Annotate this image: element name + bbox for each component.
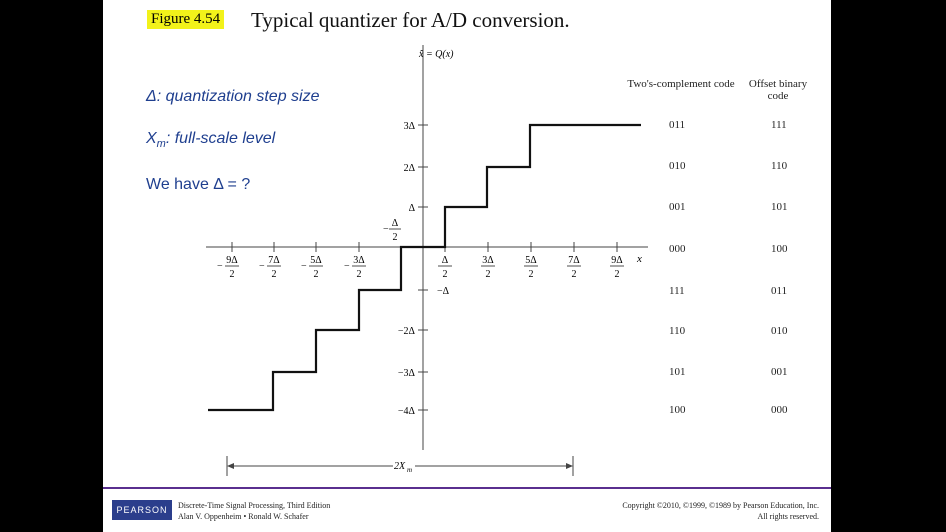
x-tick: −3Δ 2 xyxy=(344,242,366,280)
x-tick-den: 2 xyxy=(443,269,448,280)
y-tick-label: −4Δ xyxy=(398,406,416,417)
rights-line: All rights reserved. xyxy=(757,512,819,521)
offset-binary-code: 011 xyxy=(771,285,788,297)
x-tick: −5Δ 2 xyxy=(301,242,323,280)
x-tick-num: 5Δ xyxy=(310,255,322,266)
quantizer-staircase xyxy=(208,123,641,412)
book-title: Discrete-Time Signal Processing, Third E… xyxy=(178,501,331,510)
x-tick: −9Δ 2 xyxy=(217,242,239,280)
y-tick-label: Δ xyxy=(409,203,416,214)
x-tick-den: 2 xyxy=(486,269,491,280)
x-tick-num: 7Δ xyxy=(268,255,280,266)
svg-text:−: − xyxy=(259,261,265,272)
x-tick-num: Δ xyxy=(442,255,449,266)
y-tick-label: −Δ xyxy=(437,286,450,297)
note-full-scale: Xm: full-scale level xyxy=(146,130,275,150)
svg-text:−: − xyxy=(301,261,307,272)
header-twos-complement: Two's-complement code xyxy=(627,78,735,90)
y-axis-label: x̂ = Q(x) xyxy=(418,49,454,60)
book-authors: Alan V. Oppenheim • Ronald W. Schafer xyxy=(178,512,309,521)
svg-text:−: − xyxy=(344,261,350,272)
copyright-line: Copyright ©2010, ©1999, ©1989 by Pearson… xyxy=(622,501,819,510)
quantizer-diagram: x̂ = Q(x) x −9Δ2−7Δ2−5Δ2−3Δ2Δ23Δ25Δ27Δ29… xyxy=(206,45,648,476)
x-tick-num: 5Δ xyxy=(525,255,537,266)
figure-label: Figure 4.54 xyxy=(147,10,225,29)
full-scale-symbol: X xyxy=(146,130,157,147)
offset-binary-code: 101 xyxy=(771,201,788,213)
x-tick-num: 3Δ xyxy=(482,255,494,266)
y-tick-label: −3Δ xyxy=(398,368,416,379)
offset-binary-code: 111 xyxy=(771,119,787,131)
note-step-size: Δ: quantization step size xyxy=(146,88,320,105)
twos-complement-code: 100 xyxy=(669,404,686,416)
span-label: 2X xyxy=(394,461,406,472)
twos-complement-code: 000 xyxy=(669,243,686,255)
y-tick-label: 3Δ xyxy=(404,121,416,132)
x-tick-den: 2 xyxy=(272,269,277,280)
twos-complement-code: 110 xyxy=(669,325,686,337)
full-scale-subscript: m xyxy=(156,138,166,151)
offset-binary-code: 010 xyxy=(771,325,788,337)
twos-complement-code: 001 xyxy=(669,201,686,213)
x-tick-num: 9Δ xyxy=(611,255,623,266)
x-tick-num: 7Δ xyxy=(568,255,580,266)
x-tick: 3Δ2 xyxy=(481,242,495,280)
offset-binary-code: 110 xyxy=(771,160,788,172)
note-question: We have Δ = ? xyxy=(146,176,251,193)
offset-binary-code: 001 xyxy=(771,366,788,378)
neg-half-step-label: − Δ 2 xyxy=(383,218,401,243)
x-tick-num: 3Δ xyxy=(353,255,365,266)
y-tick-label: 2Δ xyxy=(404,163,416,174)
x-axis-label: x xyxy=(636,253,642,265)
twos-complement-code: 101 xyxy=(669,366,686,378)
span-sub: m xyxy=(407,466,412,474)
full-scale-text: : full-scale level xyxy=(165,130,276,147)
full-scale-span: 2X m xyxy=(226,456,574,476)
twos-complement-code: 010 xyxy=(669,160,686,172)
slide: Figure 4.54 Typical quantizer for A/D co… xyxy=(103,0,831,532)
figure-title: Typical quantizer for A/D conversion. xyxy=(251,8,570,32)
y-tick-label: −2Δ xyxy=(398,326,416,337)
x-tick-den: 2 xyxy=(314,269,319,280)
x-tick-den: 2 xyxy=(230,269,235,280)
x-tick-den: 2 xyxy=(357,269,362,280)
twos-complement-code: 011 xyxy=(669,119,686,131)
neg-half-den: 2 xyxy=(393,232,398,243)
x-tick: 9Δ2 xyxy=(610,242,624,280)
copyright: Copyright ©2010, ©1999, ©1989 by Pearson… xyxy=(622,500,819,522)
x-tick: 5Δ2 xyxy=(524,242,538,280)
pearson-logo: PEARSON xyxy=(112,500,172,520)
x-tick-num: 9Δ xyxy=(226,255,238,266)
book-credit: Discrete-Time Signal Processing, Third E… xyxy=(178,500,330,522)
twos-complement-code: 111 xyxy=(669,285,685,297)
svg-text:−: − xyxy=(383,224,389,235)
x-tick-den: 2 xyxy=(572,269,577,280)
svg-text:−: − xyxy=(217,261,223,272)
x-tick-den: 2 xyxy=(615,269,620,280)
x-tick: −7Δ 2 xyxy=(259,242,281,280)
x-tick: 7Δ2 xyxy=(567,242,581,280)
header-offset-binary: Offset binary code xyxy=(748,78,808,102)
x-tick-den: 2 xyxy=(529,269,534,280)
neg-half-num: Δ xyxy=(392,218,399,229)
offset-binary-code: 100 xyxy=(771,243,788,255)
footer-rule xyxy=(103,487,831,489)
offset-binary-code: 000 xyxy=(771,404,788,416)
